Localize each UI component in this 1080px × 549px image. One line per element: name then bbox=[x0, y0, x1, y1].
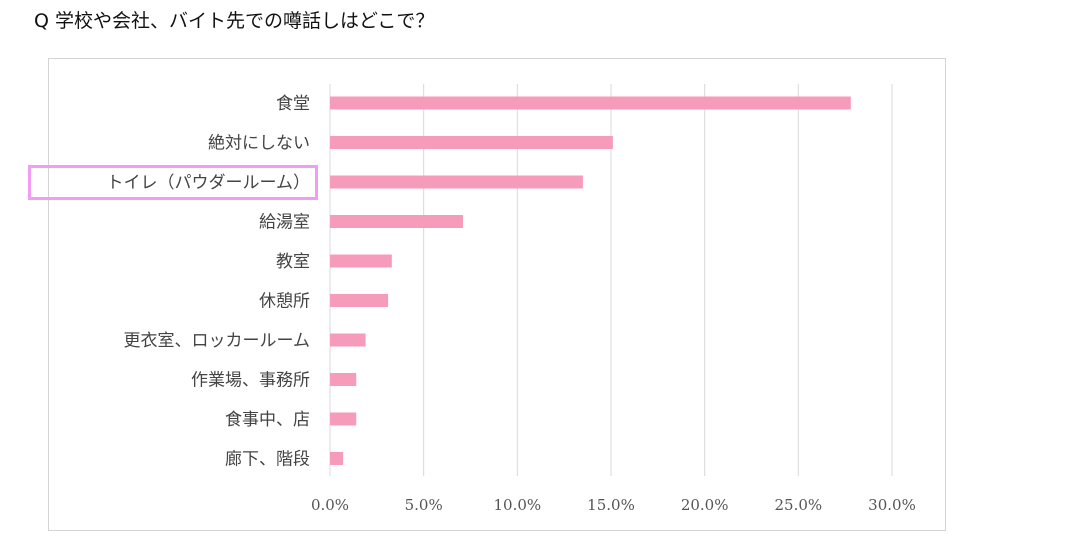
bar-5 bbox=[330, 294, 389, 307]
bar-6 bbox=[330, 333, 366, 347]
category-label: 廊下、階段 bbox=[225, 450, 310, 470]
category-label: 更衣室、ロッカールーム bbox=[124, 331, 311, 351]
question-title: Q 学校や会社、バイト先での噂話しはどこで？ bbox=[34, 10, 435, 32]
x-tick-label: 25.0% bbox=[775, 496, 823, 514]
x-tick-label: 15.0% bbox=[587, 496, 635, 514]
bars bbox=[330, 96, 851, 465]
bar-1 bbox=[330, 136, 613, 149]
grid-lines bbox=[329, 84, 893, 476]
bar-0 bbox=[330, 96, 851, 110]
category-label: 給湯室 bbox=[259, 213, 310, 233]
chart-frame bbox=[48, 58, 946, 531]
bar-8 bbox=[330, 412, 357, 426]
bar-7 bbox=[330, 373, 357, 386]
category-label: 絶対にしない bbox=[208, 134, 310, 154]
x-tick-label: 0.0% bbox=[311, 496, 349, 514]
x-tick-label: 20.0% bbox=[681, 496, 729, 514]
x-tick-label: 5.0% bbox=[405, 496, 443, 514]
x-tick-label: 30.0% bbox=[868, 496, 916, 514]
bar-4 bbox=[330, 254, 392, 268]
category-label: 食事中、店 bbox=[225, 410, 310, 430]
category-label: 休憩所 bbox=[259, 292, 310, 312]
bar-9 bbox=[330, 452, 344, 465]
bar-2 bbox=[330, 175, 583, 189]
category-label: 教室 bbox=[276, 252, 310, 272]
x-tick-label: 10.0% bbox=[494, 496, 542, 514]
category-label: 食堂 bbox=[276, 94, 310, 114]
category-label: 作業場、事務所 bbox=[191, 371, 310, 391]
bar-3 bbox=[330, 215, 464, 228]
x-axis-tick-labels: 0.0% 5.0% 10.0% 15.0% 20.0% 25.0% 30.0% bbox=[311, 496, 916, 514]
category-label: トイレ（パウダールーム） bbox=[107, 173, 311, 193]
highlight-box-toilet bbox=[28, 165, 318, 200]
